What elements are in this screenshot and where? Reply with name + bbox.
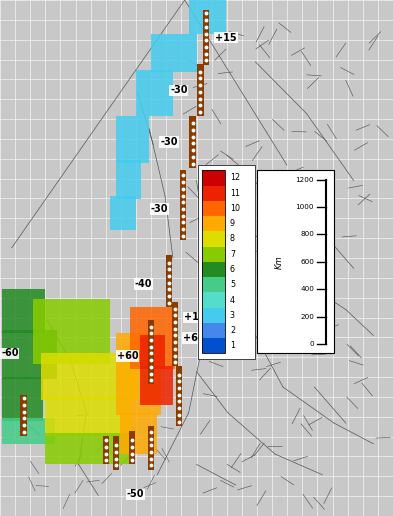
Bar	[41, 353, 138, 400]
Bar	[257, 170, 334, 353]
Bar	[116, 333, 161, 415]
Text: 5: 5	[230, 280, 235, 289]
Bar	[113, 436, 119, 470]
Text: 600: 600	[300, 259, 314, 265]
Bar	[140, 335, 165, 369]
Bar	[202, 247, 225, 262]
Bar	[202, 308, 225, 323]
Bar	[202, 262, 225, 277]
Bar	[176, 366, 182, 426]
Text: 0: 0	[309, 341, 314, 347]
Bar	[130, 307, 175, 369]
Bar	[189, 0, 226, 34]
Bar	[45, 397, 132, 436]
Bar	[166, 255, 172, 307]
Bar	[103, 436, 109, 464]
Bar	[202, 277, 225, 293]
Bar	[33, 299, 110, 364]
Bar	[140, 366, 173, 405]
Bar	[202, 170, 225, 353]
Text: Km: Km	[274, 255, 283, 269]
Text: 8: 8	[230, 234, 235, 244]
Bar	[116, 160, 141, 199]
Bar	[148, 320, 154, 384]
Text: -30: -30	[151, 204, 168, 214]
Text: 3: 3	[230, 311, 235, 320]
Text: 10: 10	[230, 204, 240, 213]
Bar	[198, 165, 255, 359]
Bar	[2, 418, 55, 444]
Text: 400: 400	[300, 286, 314, 292]
Bar	[202, 338, 225, 353]
Text: -30: -30	[160, 137, 178, 147]
Text: +60: +60	[117, 351, 139, 361]
Bar	[148, 426, 154, 470]
Text: 1000: 1000	[296, 204, 314, 210]
Bar	[202, 170, 225, 186]
Text: 1: 1	[230, 341, 235, 350]
Bar	[45, 433, 132, 464]
Bar	[20, 395, 27, 436]
Text: -30: -30	[170, 85, 187, 95]
Text: 12: 12	[230, 173, 240, 183]
Text: -40: -40	[135, 279, 152, 289]
Bar	[116, 116, 149, 163]
Bar	[202, 201, 225, 216]
Bar	[120, 413, 157, 454]
Text: 2: 2	[230, 326, 235, 335]
Text: -60: -60	[1, 348, 18, 359]
Bar	[129, 431, 135, 464]
Text: 9: 9	[230, 219, 235, 228]
Bar	[197, 64, 204, 116]
Text: +15: +15	[215, 33, 237, 43]
Bar	[202, 323, 225, 338]
Text: 1200: 1200	[296, 176, 314, 183]
Text: 6: 6	[230, 265, 235, 274]
Bar	[2, 289, 45, 333]
Text: 200: 200	[300, 314, 314, 320]
Bar	[202, 231, 225, 247]
Text: 7: 7	[230, 250, 235, 259]
Bar	[172, 302, 178, 366]
Bar	[2, 330, 57, 379]
Bar	[2, 377, 43, 421]
Bar	[202, 293, 225, 308]
Text: 800: 800	[300, 232, 314, 237]
Text: 4: 4	[230, 296, 235, 304]
Bar	[151, 34, 196, 72]
Bar	[203, 10, 209, 64]
Text: +60: +60	[182, 333, 204, 343]
Bar	[189, 116, 196, 168]
Text: +15: +15	[184, 312, 206, 322]
Bar	[110, 196, 136, 230]
Bar	[180, 170, 186, 240]
Bar	[202, 216, 225, 231]
Text: 11: 11	[230, 189, 240, 198]
Bar	[202, 186, 225, 201]
Bar	[136, 70, 173, 116]
Text: -50: -50	[127, 489, 144, 499]
